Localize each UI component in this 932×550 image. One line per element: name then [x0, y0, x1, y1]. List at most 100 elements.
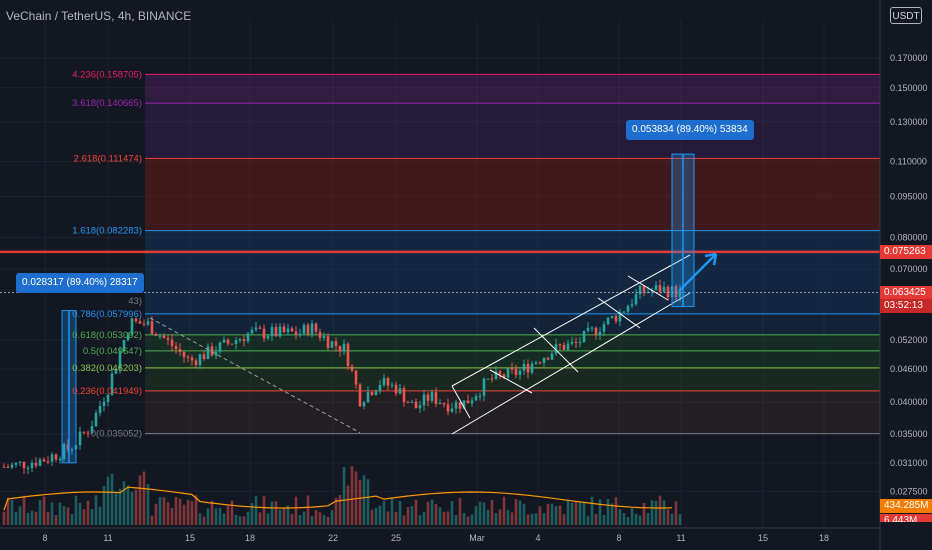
volume-bar — [110, 473, 114, 525]
candle-body — [250, 329, 254, 334]
volume-bar — [294, 496, 298, 525]
fib-level-label: 0.786(0.057996) — [72, 309, 142, 320]
channel-crossbar — [533, 327, 579, 373]
candle-body — [234, 340, 238, 344]
candle-body — [222, 339, 226, 343]
candle-body — [622, 311, 626, 313]
candle-body — [466, 400, 470, 404]
time-axis[interactable]: 8 11 15 18 22 25 Mar 4 8 11 15 18 — [0, 527, 880, 543]
candle-body — [202, 354, 206, 360]
volume-bar — [166, 502, 170, 525]
candle-body — [38, 459, 42, 466]
volume-bar — [222, 513, 226, 525]
fib-level-label: 1.618(0.082283) — [72, 226, 142, 237]
fibonacci-bands — [145, 73, 880, 435]
volume-bar — [158, 497, 162, 525]
volume-bar — [314, 510, 318, 525]
candle-body — [430, 392, 434, 401]
current-price-tag: 0.063425 — [880, 286, 932, 300]
volume-bar — [318, 512, 322, 525]
price-tick-label: 0.130000 — [890, 117, 928, 127]
candle-body — [582, 330, 586, 343]
candle-body — [586, 327, 590, 331]
volume-bar — [638, 515, 642, 525]
volume-bar — [674, 501, 678, 525]
candle-body — [526, 364, 530, 373]
volume-bar — [58, 502, 62, 525]
candle-body — [358, 384, 362, 407]
volume-bar — [594, 514, 598, 525]
volume-bar — [590, 496, 594, 525]
candle-body — [354, 370, 358, 385]
volume-bar — [410, 506, 414, 525]
candle-body — [638, 285, 642, 295]
candle-body — [410, 401, 414, 403]
candle-body — [338, 345, 342, 352]
channel-lower-line — [451, 292, 691, 435]
candle-body — [510, 368, 514, 370]
volume-bar — [534, 513, 538, 525]
volume-bar — [154, 503, 158, 525]
price-tick-label: 0.095000 — [890, 191, 928, 201]
volume-bar — [478, 501, 482, 525]
candle-body — [414, 401, 418, 409]
time-tick-label: 22 — [328, 533, 338, 543]
candle-body — [630, 304, 634, 307]
price-axis[interactable]: 0.170000 0.150000 0.130000 0.110000 0.095000… — [879, 0, 928, 550]
volume-bar — [630, 508, 634, 525]
volume-bars — [2, 466, 682, 525]
volume-bar — [606, 499, 610, 525]
volume-bar — [334, 497, 338, 525]
candle-body — [198, 354, 202, 366]
volume-bar — [454, 514, 458, 525]
projection-arrow-head — [704, 252, 718, 266]
volume-bar — [150, 515, 154, 525]
price-tick-label: 0.031000 — [890, 458, 928, 468]
volume-bar — [414, 499, 418, 525]
fibonacci-labels: 4.236(0.158705) 3.618(0.140665) 2.618(0.11… — [72, 69, 142, 439]
candle-body — [450, 408, 454, 412]
fib-band — [145, 313, 880, 335]
candle-body — [318, 331, 322, 338]
candle-body — [662, 286, 666, 292]
candle-body — [366, 392, 370, 403]
candle-body — [642, 285, 646, 293]
candle-body — [54, 454, 58, 460]
volume-bar — [202, 516, 206, 525]
volume-bar — [6, 497, 10, 525]
candle-body — [170, 339, 174, 347]
candle-body — [490, 378, 494, 380]
time-tick-label: 15 — [758, 533, 768, 543]
time-tick-label: Mar — [469, 533, 485, 543]
candle-body — [546, 357, 550, 360]
volume-bar — [102, 486, 106, 525]
candle-body — [102, 401, 106, 406]
candle-body — [50, 454, 54, 462]
volume-bar — [50, 502, 54, 525]
time-tick-label: 8 — [42, 533, 47, 543]
volume-tag: 434.285M — [880, 499, 932, 513]
volume-bar — [422, 511, 426, 525]
candle-body — [522, 364, 526, 371]
volume-bar — [298, 515, 302, 525]
fib-band — [145, 158, 880, 231]
candle-body — [162, 335, 166, 339]
candle-body — [186, 356, 190, 358]
candle-body — [502, 374, 506, 378]
volume-bar — [326, 516, 330, 525]
time-tick-label: 25 — [391, 533, 401, 543]
currency-button[interactable]: USDT — [890, 7, 922, 24]
candle-body — [122, 340, 126, 352]
volume-bar — [470, 514, 474, 525]
left-measure-callout: 0.028317 (89.40%) 28317 — [16, 273, 144, 293]
volume-bar — [430, 499, 434, 525]
volume-bar — [614, 497, 618, 525]
candle-body — [90, 426, 94, 434]
candle-body — [406, 402, 410, 404]
volume-bar — [366, 479, 370, 525]
time-tick-label: 11 — [676, 533, 685, 543]
candle-body — [238, 339, 242, 341]
volume-bar — [302, 511, 306, 525]
candle-body — [70, 449, 74, 451]
